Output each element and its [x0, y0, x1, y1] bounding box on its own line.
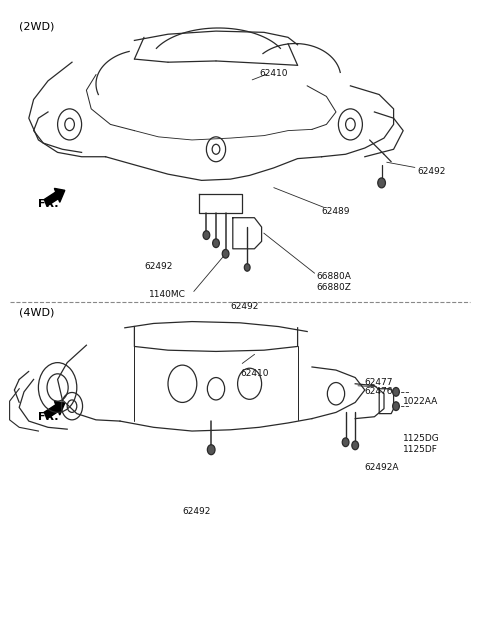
- Text: 62477: 62477: [365, 378, 393, 387]
- Text: 62476: 62476: [365, 388, 393, 396]
- FancyArrow shape: [44, 188, 65, 206]
- Text: 62492: 62492: [144, 262, 172, 271]
- Circle shape: [378, 178, 385, 188]
- Circle shape: [207, 445, 215, 455]
- Text: 62410: 62410: [240, 369, 268, 378]
- Text: 62492: 62492: [230, 302, 259, 311]
- Circle shape: [393, 402, 399, 411]
- Text: 62492: 62492: [182, 507, 211, 516]
- FancyArrow shape: [44, 401, 65, 419]
- Text: 1022AA: 1022AA: [403, 397, 438, 406]
- Text: 62489: 62489: [322, 207, 350, 216]
- Text: 62492: 62492: [418, 167, 446, 175]
- Text: FR.: FR.: [38, 199, 59, 209]
- Text: 1140MC: 1140MC: [149, 290, 186, 299]
- Circle shape: [222, 249, 229, 258]
- Text: 62492A: 62492A: [365, 463, 399, 472]
- Text: 62410: 62410: [259, 69, 288, 78]
- Text: FR.: FR.: [38, 412, 59, 422]
- Text: (2WD): (2WD): [19, 22, 55, 32]
- Text: 1125DG: 1125DG: [403, 434, 440, 443]
- Text: 66880Z: 66880Z: [317, 283, 352, 292]
- Circle shape: [213, 239, 219, 248]
- Circle shape: [244, 264, 250, 271]
- Circle shape: [393, 388, 399, 396]
- Text: 66880A: 66880A: [317, 272, 352, 281]
- Text: 1125DF: 1125DF: [403, 445, 438, 453]
- Circle shape: [342, 438, 349, 447]
- Circle shape: [203, 231, 210, 239]
- Text: (4WD): (4WD): [19, 308, 55, 318]
- Circle shape: [352, 441, 359, 450]
